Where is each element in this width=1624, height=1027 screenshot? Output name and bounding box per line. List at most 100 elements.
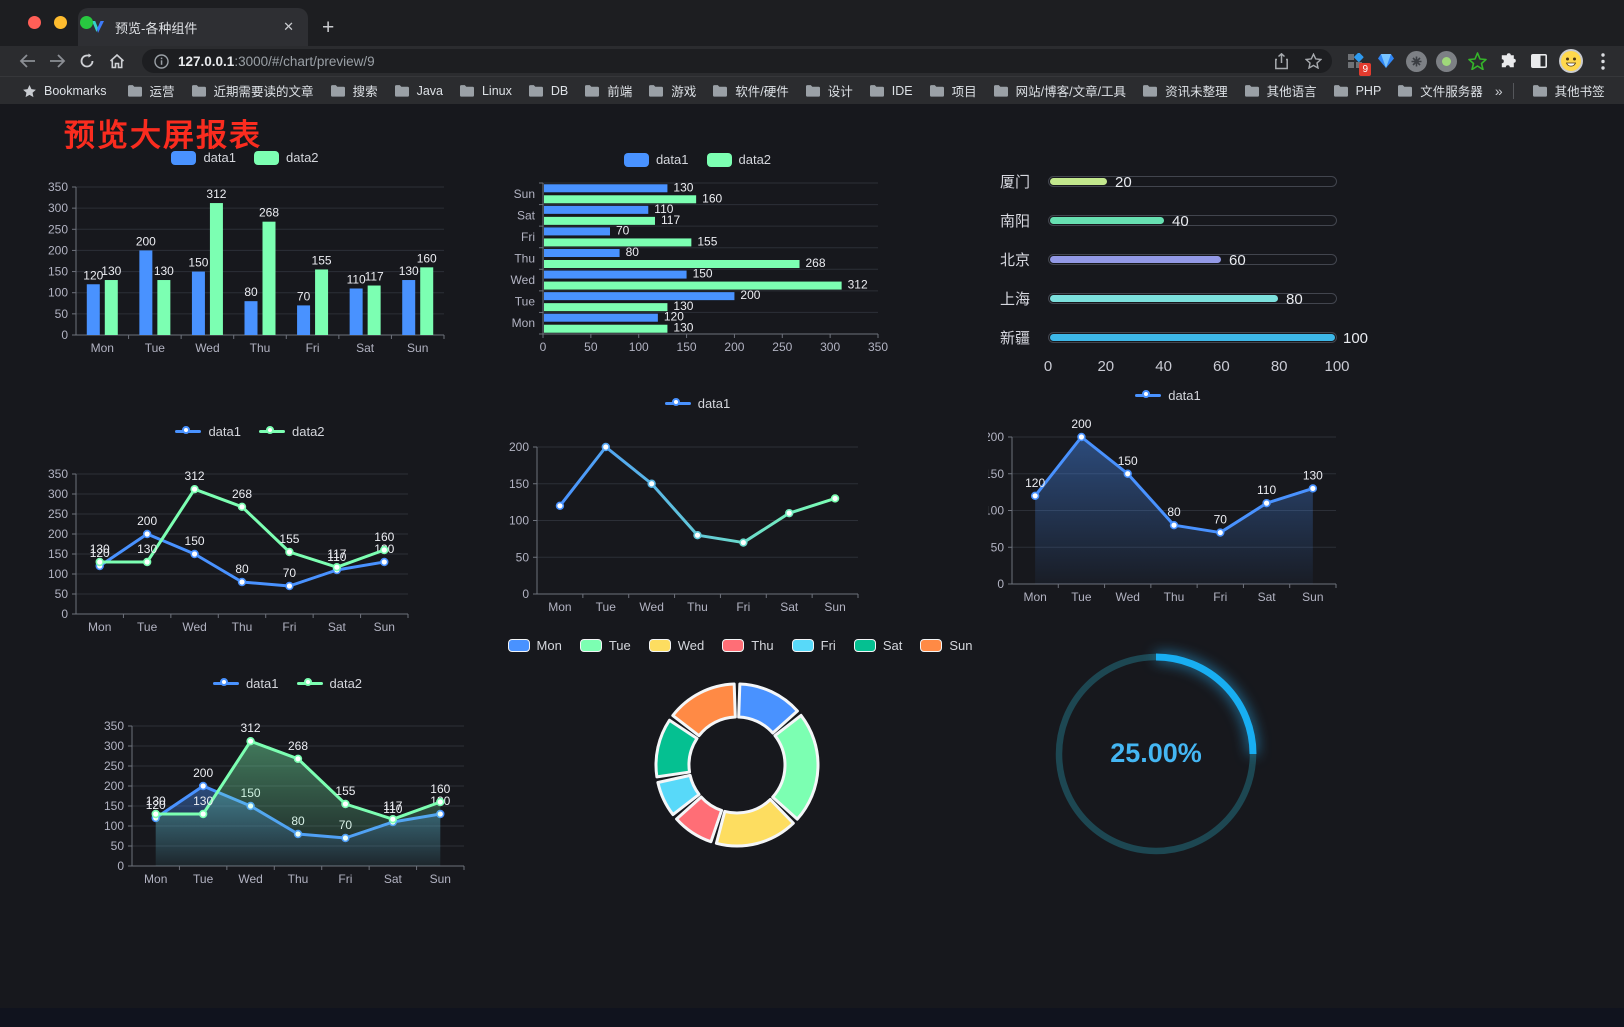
chart-progress-bars[interactable]: 厦门 20 南阳 40 北京 60 上海 80 新疆 100 0 20 40 60 80 100 [1000, 158, 1370, 386]
svg-text:120: 120 [146, 798, 166, 812]
svg-text:200: 200 [1071, 417, 1091, 431]
grid-extension-icon[interactable]: 9 [1344, 50, 1371, 76]
other-bookmarks-folder[interactable]: 其他书签 [1524, 78, 1613, 103]
legend-item[interactable]: Mon [507, 638, 562, 653]
svg-text:110: 110 [1257, 483, 1276, 497]
chart-line-two-series[interactable]: data1 data2 0 50 100 150 200 250 300 350 Mon Tue Wed… [40, 424, 460, 636]
pie-slice-Tue [771, 713, 820, 821]
close-window-button[interactable] [28, 16, 41, 29]
svg-text:350: 350 [868, 340, 888, 354]
svg-text:130: 130 [673, 321, 693, 335]
chart-line-gradient[interactable]: data1 0 50 100 150 200 Mon Tue Wed Thu Fri Sat Sun [505, 396, 890, 614]
svg-text:Tue: Tue [145, 341, 166, 355]
star-icon[interactable] [1305, 53, 1322, 69]
legend-item[interactable]: data2 [254, 150, 319, 165]
bookmarks-bar: Bookmarks 运营 近期需要读的文章 搜索 Java Linux DB 前端 游戏 软件/… [0, 76, 1624, 104]
chart-grouped-bar[interactable]: data1 data2 0 50 100 150 200 250 300 350 Mon Tue Wed… [40, 150, 450, 368]
svg-text:50: 50 [516, 550, 530, 564]
legend-item[interactable]: data1 [1135, 388, 1201, 403]
svg-text:Thu: Thu [232, 620, 253, 634]
bookmarks-manager[interactable]: Bookmarks [14, 81, 115, 101]
bookmark-folder[interactable]: Java [386, 81, 451, 101]
puzzle-extensions-icon[interactable] [1497, 50, 1519, 72]
bookmark-folder[interactable]: PHP [1325, 81, 1390, 101]
zoom-window-button[interactable] [80, 16, 93, 29]
chart-area-two-series[interactable]: data1 data2 0 50 100 150 200 250 300 350 Mon Tue Wed… [100, 676, 475, 888]
svg-text:155: 155 [335, 784, 355, 798]
legend-item[interactable]: data1 [175, 424, 241, 439]
bookmark-folder[interactable]: 前端 [576, 78, 640, 103]
info-icon[interactable] [154, 53, 169, 69]
bookmark-folder[interactable]: 资讯未整理 [1134, 78, 1236, 103]
svg-text:160: 160 [702, 191, 722, 205]
bookmark-folder[interactable]: 文件服务器 [1389, 78, 1491, 103]
legend-swatch [212, 677, 239, 690]
home-icon[interactable] [104, 49, 130, 73]
sidebar-icon[interactable] [1528, 50, 1550, 72]
share-icon[interactable] [1274, 52, 1289, 70]
legend-item[interactable]: data1 [171, 150, 236, 165]
legend-item[interactable]: data1 [623, 152, 689, 167]
folder-icon [1143, 85, 1158, 97]
bookmark-folder[interactable]: 游戏 [640, 78, 704, 103]
legend-swatch [623, 152, 649, 167]
svg-text:Thu: Thu [288, 872, 309, 886]
menu-kebab-icon[interactable] [1592, 50, 1614, 72]
reload-icon[interactable] [74, 49, 100, 73]
minimize-window-button[interactable] [54, 16, 67, 29]
svg-text:300: 300 [104, 739, 124, 753]
green-star-extension-icon[interactable] [1466, 50, 1488, 72]
legend-item[interactable]: Wed [648, 638, 704, 653]
svg-text:Fri: Fri [306, 341, 320, 355]
diamond-extension-icon[interactable] [1375, 50, 1397, 72]
svg-text:312: 312 [848, 278, 868, 292]
bookmark-folder[interactable]: 软件/硬件 [704, 78, 796, 103]
svg-text:300: 300 [48, 487, 68, 501]
legend-item[interactable]: data1 [212, 676, 279, 691]
legend-item[interactable]: Fri [791, 638, 836, 653]
url-path: :3000/#/chart/preview/9 [234, 53, 375, 69]
window-controls[interactable] [28, 16, 93, 29]
legend-item[interactable]: Sat [853, 638, 902, 653]
bookmarks-star-icon [23, 84, 36, 97]
folder-icon [528, 85, 543, 97]
legend-item[interactable]: Tue [579, 638, 631, 653]
bookmark-folder[interactable]: 项目 [921, 78, 985, 103]
chart-horizontal-bar[interactable]: data1 data2 0 50 100 150 200 250 300 350 Sun Sat Fri… [505, 152, 890, 368]
legend-item[interactable]: data2 [706, 152, 771, 167]
chart-circular-progress[interactable]: 25.00% [1040, 638, 1272, 870]
legend-item[interactable]: data1 [664, 396, 730, 411]
forward-icon[interactable] [44, 49, 70, 73]
bookmark-folder[interactable]: IDE [861, 81, 921, 101]
tab-close-icon[interactable]: ✕ [283, 19, 294, 34]
bookmark-folder[interactable]: 其他语言 [1236, 78, 1325, 103]
bookmark-folder[interactable]: DB [520, 81, 576, 101]
browser-tab[interactable]: 预览-各种组件 ✕ [78, 8, 308, 46]
svg-text:200: 200 [988, 430, 1004, 444]
svg-text:Mon: Mon [88, 620, 111, 634]
legend-item[interactable]: Sun [920, 638, 972, 653]
svg-text:130: 130 [101, 264, 121, 278]
bookmark-folder[interactable]: 搜索 [322, 78, 386, 103]
chart-donut-pie[interactable]: Mon Tue Wed Thu Fri Sat Sun [507, 638, 972, 874]
command-extension-icon[interactable] [1406, 50, 1427, 72]
bookmark-folder[interactable]: 设计 [797, 78, 861, 103]
legend-item[interactable]: data2 [259, 424, 325, 439]
legend-item[interactable]: Thu [722, 638, 774, 653]
progress-fill [1050, 255, 1221, 263]
back-icon[interactable] [14, 49, 40, 73]
new-tab-button[interactable]: + [322, 16, 335, 39]
dot-extension-icon[interactable] [1436, 50, 1457, 72]
bookmarks-overflow-chevron[interactable]: » [1494, 82, 1503, 99]
bookmark-folder[interactable]: Linux [451, 81, 520, 101]
bookmark-folder[interactable]: 近期需要读的文章 [183, 78, 322, 103]
chart-area-single[interactable]: data1 0 50 100 150 200 Mon Tue Wed Thu Fri Sat Sun 12… [988, 388, 1348, 604]
address-bar[interactable]: 127.0.0.1:3000/#/chart/preview/9 [142, 49, 1332, 73]
bookmark-folder[interactable]: 网站/博客/文章/工具 [985, 78, 1134, 103]
legend-item[interactable]: data2 [296, 676, 362, 691]
profile-avatar[interactable] [1559, 49, 1583, 73]
svg-text:Sun: Sun [824, 600, 845, 614]
folder-icon [929, 85, 944, 97]
legend-swatch [175, 425, 202, 438]
bookmark-folder[interactable]: 运营 [119, 78, 183, 103]
